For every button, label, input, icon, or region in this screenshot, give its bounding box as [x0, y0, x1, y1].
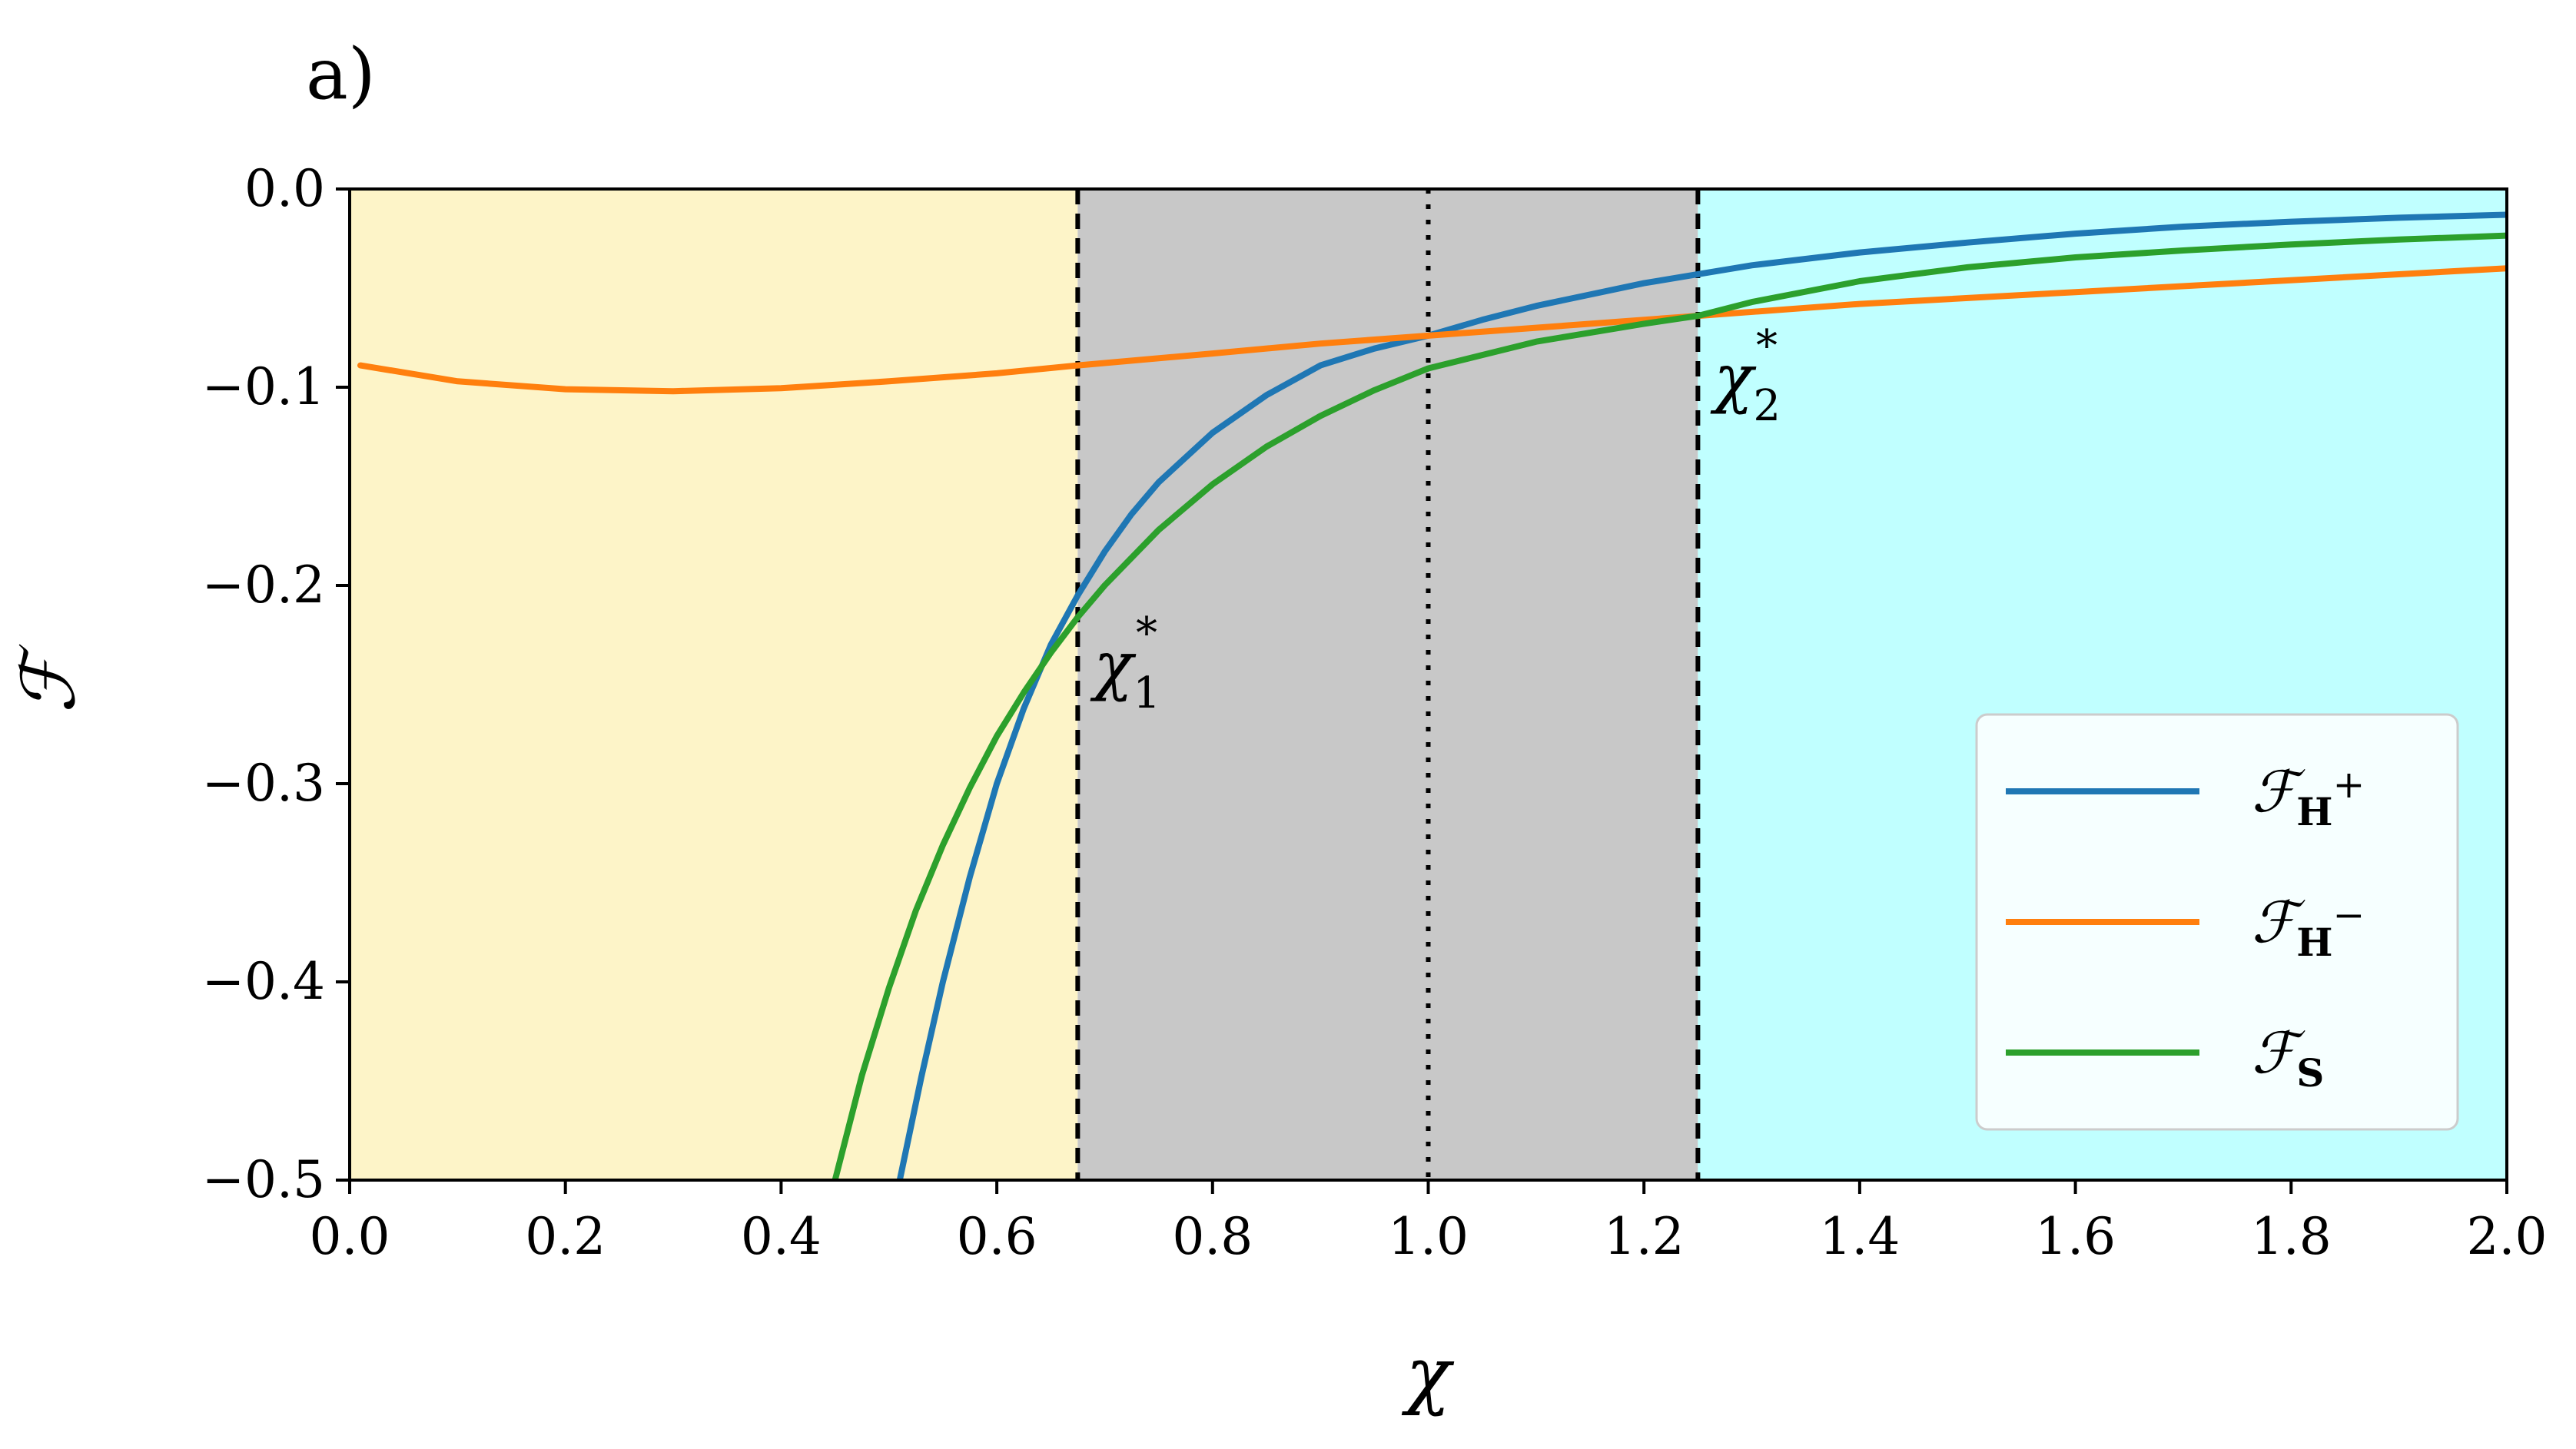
x-tick-label: 0.4: [741, 1207, 822, 1266]
y-axis-ticks: 0.0 −0.1 −0.2 −0.3 −0.4 −0.5: [202, 159, 350, 1209]
legend-box: [1975, 713, 2459, 1131]
x-tick-label: 1.4: [1819, 1207, 1900, 1266]
y-axis-label: ℱ: [5, 644, 91, 714]
x-tick-label: 1.6: [2035, 1207, 2116, 1266]
series-line-1: [357, 265, 2507, 395]
x-tick-label: 0.6: [957, 1207, 1037, 1266]
panel-label: a): [306, 33, 376, 115]
y-tick-label: −0.1: [202, 357, 325, 416]
legend: ℱH+ℱH−ℱS: [1975, 713, 2459, 1131]
y-tick-label: −0.3: [202, 754, 325, 813]
x-tick-label: 0.2: [525, 1207, 606, 1266]
series-lines: [357, 211, 2507, 1180]
x-tick-label: 0.0: [310, 1207, 390, 1266]
y-tick-label: −0.4: [202, 952, 325, 1011]
y-tick-label: −0.2: [202, 555, 325, 615]
x-axis-label: χ: [1401, 1331, 1454, 1418]
x-tick-label: 1.0: [1388, 1207, 1469, 1266]
legend-items: ℱH+ℱH−ℱS: [2006, 759, 2365, 1096]
y-tick-label: −0.5: [202, 1150, 325, 1209]
x-tick-label: 0.8: [1172, 1207, 1253, 1266]
y-tick-label: 0.0: [244, 159, 325, 218]
region-0: [350, 189, 1078, 1180]
x-tick-label: 2.0: [2467, 1207, 2548, 1266]
vertical-lines: [1075, 189, 1701, 1180]
series-line-2: [832, 232, 2507, 1180]
series-line-0: [896, 211, 2507, 1180]
x-tick-label: 1.2: [1604, 1207, 1685, 1266]
x-tick-label: 1.8: [2251, 1207, 2332, 1266]
legend-label-2: ℱS: [2252, 1020, 2324, 1096]
x-axis-ticks: 0.0 0.2 0.4 0.6 0.8 1.0 1.2 1.4 1.6 1.8 2.0: [310, 1180, 2548, 1266]
